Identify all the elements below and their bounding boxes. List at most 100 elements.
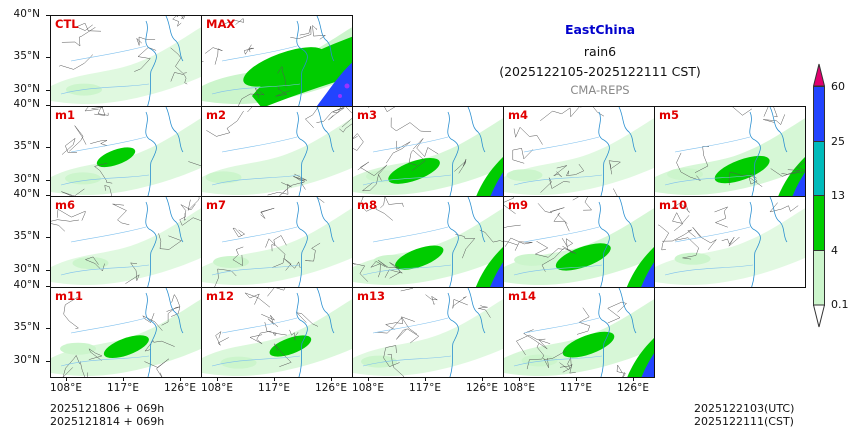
valid-time-utc: 2025122103(UTC) — [694, 402, 795, 415]
y-tick-mark — [46, 147, 50, 148]
panel-label: m9 — [508, 198, 528, 212]
map-panel-m2: m2 — [201, 105, 353, 197]
panel-label: m5 — [659, 107, 679, 122]
panel-label: m1 — [55, 107, 75, 122]
panel-label: MAX — [206, 17, 236, 31]
x-tick-label: 108°E — [201, 382, 233, 394]
init-time-1: 2025121806 + 069h — [50, 402, 165, 415]
map-panel-m11: m11 — [50, 286, 202, 378]
x-tick-mark — [482, 377, 483, 381]
x-tick-mark — [633, 377, 634, 381]
y-tick-label: 30°N — [13, 83, 40, 95]
y-tick-mark — [46, 195, 50, 196]
map-panel-m1: m1 — [50, 105, 202, 197]
x-tick-mark — [66, 377, 67, 381]
panel-label: m8 — [357, 198, 377, 212]
colorbar-seg-13-25 — [813, 141, 825, 196]
y-tick-label: 40°N — [13, 188, 40, 200]
map-panel-m6: m6 — [50, 196, 202, 288]
colorbar-seg-0.1-4 — [813, 250, 825, 306]
x-tick-label: 117°E — [560, 382, 592, 394]
x-tick-label: 126°E — [315, 382, 347, 394]
map-panel-m10: m10 — [654, 196, 806, 288]
y-tick-mark — [46, 286, 50, 287]
map-panel-m4: m4 — [503, 105, 655, 197]
x-tick-mark — [331, 377, 332, 381]
y-tick-mark — [46, 270, 50, 271]
x-tick-label: 117°E — [107, 382, 139, 394]
colorbar-label: 60 — [831, 80, 845, 93]
title-period: (2025122105-2025122111 CST) — [499, 64, 701, 79]
x-tick-mark — [576, 377, 577, 381]
y-tick-label: 30°N — [13, 173, 40, 185]
x-tick-label: 126°E — [164, 382, 196, 394]
map-panel-m9: m9 — [503, 196, 655, 288]
panel-label: m6 — [55, 198, 75, 212]
title-region: EastChina — [564, 22, 636, 37]
x-tick-mark — [368, 377, 369, 381]
map-panel-m5: m5 — [654, 105, 806, 197]
footer-valid: 2025122103(UTC) 2025122111(CST) — [694, 402, 794, 428]
colorbar-label: 0.1 — [831, 298, 849, 311]
x-tick-label: 108°E — [50, 382, 82, 394]
y-tick-label: 35°N — [13, 321, 40, 333]
colorbar-label: 13 — [831, 189, 845, 202]
panel-label: m11 — [55, 288, 83, 303]
map-panel-max: MAX — [201, 15, 353, 107]
y-tick-label: 35°N — [13, 50, 40, 62]
panel-label: CTL — [55, 17, 79, 31]
x-tick-mark — [180, 377, 181, 381]
colorbar-label: 25 — [831, 135, 845, 148]
panel-label: m2 — [206, 107, 226, 122]
title-model: CMA-REPS — [570, 83, 630, 97]
panel-label: m7 — [206, 198, 226, 212]
y-tick-label: 40°N — [13, 98, 40, 110]
x-tick-mark — [123, 377, 124, 381]
map-panel-m13: m13 — [352, 286, 504, 378]
y-tick-label: 30°N — [13, 263, 40, 275]
x-tick-label: 117°E — [409, 382, 441, 394]
panel-label: m12 — [206, 288, 234, 303]
x-tick-label: 108°E — [352, 382, 384, 394]
map-panel-m8: m8 — [352, 196, 504, 288]
y-tick-mark — [46, 57, 50, 58]
y-tick-mark — [46, 361, 50, 362]
y-tick-label: 40°N — [13, 279, 40, 291]
x-tick-mark — [274, 377, 275, 381]
x-tick-label: 108°E — [503, 382, 535, 394]
y-tick-mark — [46, 15, 50, 16]
colorbar-label: 4 — [831, 244, 838, 257]
x-tick-label: 126°E — [466, 382, 498, 394]
y-tick-mark — [46, 328, 50, 329]
x-tick-label: 126°E — [617, 382, 649, 394]
y-tick-mark — [46, 105, 50, 106]
footer-init: 2025121806 + 069h 2025121814 + 069h — [50, 402, 164, 428]
map-panel-m7: m7 — [201, 196, 353, 288]
panel-label: m10 — [659, 198, 687, 212]
x-tick-mark — [519, 377, 520, 381]
valid-time-cst: 2025122111(CST) — [694, 415, 794, 428]
colorbar-over-arrow-icon — [813, 63, 825, 87]
panel-label: m4 — [508, 107, 528, 122]
title-variable: rain6 — [583, 44, 617, 59]
x-tick-mark — [425, 377, 426, 381]
panel-label: m13 — [357, 288, 385, 303]
x-tick-label: 117°E — [258, 382, 290, 394]
map-panel-ctl: CTL — [50, 15, 202, 107]
colorbar-seg-25-60 — [813, 86, 825, 142]
colorbar-under-arrow-icon — [813, 304, 825, 328]
map-panel-m3: m3 — [352, 105, 504, 197]
colorbar-seg-4-13 — [813, 195, 825, 251]
y-tick-label: 40°N — [13, 8, 40, 20]
map-panel-m14: m14 — [503, 286, 655, 378]
y-tick-label: 35°N — [13, 230, 40, 242]
y-tick-mark — [46, 180, 50, 181]
y-tick-label: 35°N — [13, 140, 40, 152]
panel-label: m3 — [357, 107, 377, 122]
y-tick-mark — [46, 237, 50, 238]
y-tick-label: 30°N — [13, 354, 40, 366]
init-time-2: 2025121814 + 069h — [50, 415, 165, 428]
panel-label: m14 — [508, 288, 536, 303]
y-tick-mark — [46, 90, 50, 91]
map-panel-m12: m12 — [201, 286, 353, 378]
